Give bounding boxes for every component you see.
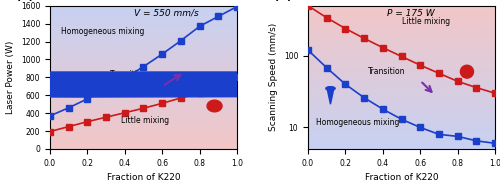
Text: Little mixing: Little mixing	[121, 116, 169, 125]
FancyArrowPatch shape	[168, 79, 176, 85]
Circle shape	[326, 87, 335, 90]
Text: Little mixing: Little mixing	[402, 17, 450, 26]
Text: Transition: Transition	[368, 67, 406, 76]
Circle shape	[0, 72, 500, 83]
Text: (b): (b)	[274, 0, 292, 1]
Text: Homogeneous mixing: Homogeneous mixing	[316, 118, 399, 127]
X-axis label: Fraction of K220: Fraction of K220	[364, 173, 438, 182]
Text: Homogeneous mixing: Homogeneous mixing	[61, 27, 144, 36]
Title: P = 175 W: P = 175 W	[387, 9, 434, 18]
Y-axis label: Scanning Speed (mm/s): Scanning Speed (mm/s)	[269, 23, 278, 131]
Ellipse shape	[460, 65, 473, 78]
Polygon shape	[327, 88, 334, 104]
Title: V = 550 mm/s: V = 550 mm/s	[134, 9, 198, 18]
X-axis label: Fraction of K220: Fraction of K220	[106, 173, 180, 182]
Ellipse shape	[207, 100, 222, 112]
Text: Transition: Transition	[110, 70, 148, 79]
Polygon shape	[0, 77, 500, 97]
Text: (a): (a)	[16, 0, 34, 1]
Y-axis label: Laser Power (W): Laser Power (W)	[6, 41, 16, 114]
